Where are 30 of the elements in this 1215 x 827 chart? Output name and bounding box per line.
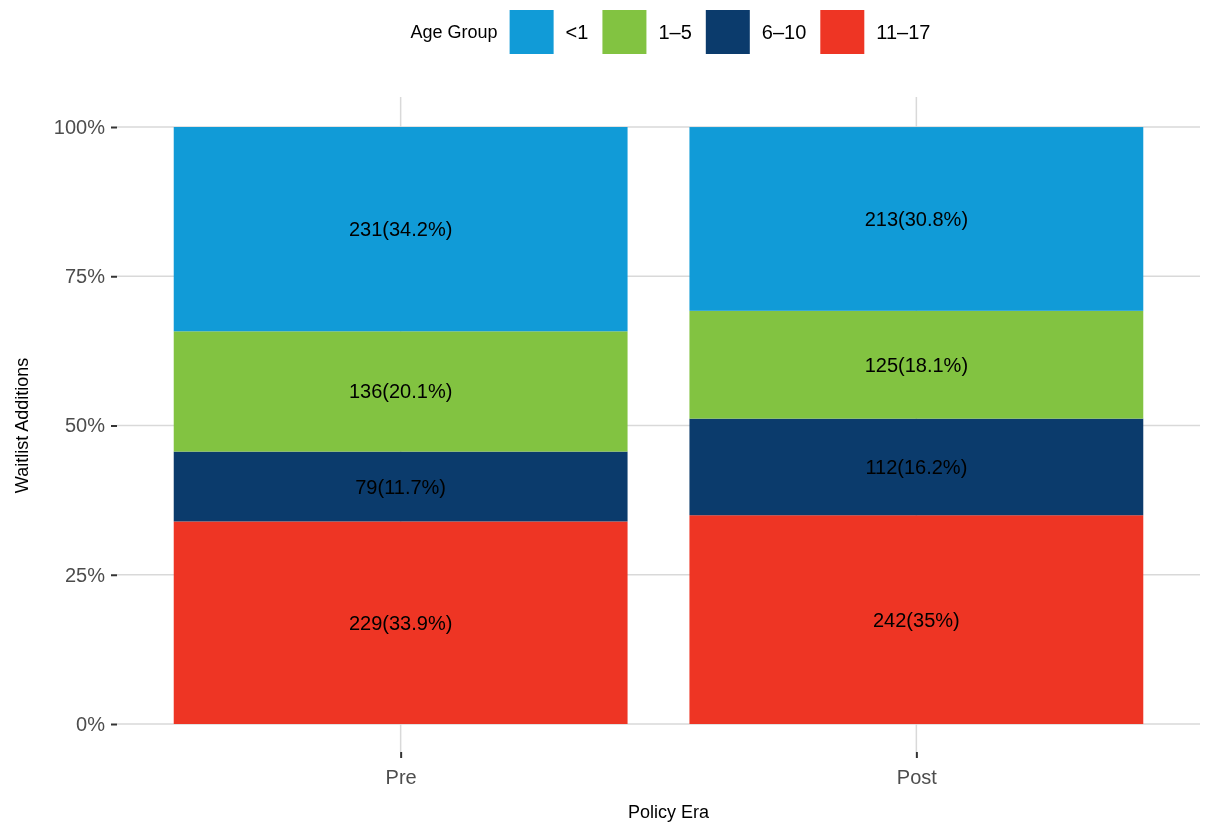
data-label: 136(20.1%) xyxy=(348,380,453,403)
bar xyxy=(173,331,628,452)
legend-label: 11–17 xyxy=(876,21,931,43)
bar xyxy=(689,515,1144,724)
bar xyxy=(173,127,628,332)
bar xyxy=(173,521,628,724)
x-tick-label: Pre xyxy=(385,766,417,789)
data-label: 242(35%) xyxy=(873,608,960,631)
data-label: 213(30.8%) xyxy=(864,207,969,230)
data-label: 112(16.2%) xyxy=(865,455,968,478)
data-label: 125(18.1%) xyxy=(864,353,969,376)
y-tick-label: 0% xyxy=(76,712,106,735)
bar xyxy=(689,310,1144,419)
x-axis-title: Policy Era xyxy=(627,802,710,822)
y-axis-title: Waitlist Additions xyxy=(12,357,32,494)
data-label: 229(33.9%) xyxy=(348,611,453,634)
y-tick-label: 75% xyxy=(64,265,106,288)
x-tick-label: Post xyxy=(896,766,938,789)
legend-title: Age Group xyxy=(410,22,498,43)
y-tick-label: 100% xyxy=(53,115,106,138)
bar xyxy=(173,451,628,522)
data-label: 79(11.7%) xyxy=(355,475,447,498)
y-tick-label: 50% xyxy=(64,414,106,437)
data-label: 231(34.2%) xyxy=(348,218,453,241)
bar xyxy=(689,127,1144,311)
legend-label: <1 xyxy=(565,21,589,43)
legend-label: 6–10 xyxy=(761,21,807,43)
legend-label: 1–5 xyxy=(658,21,692,43)
y-tick-label: 25% xyxy=(64,563,106,586)
bar xyxy=(689,418,1144,516)
